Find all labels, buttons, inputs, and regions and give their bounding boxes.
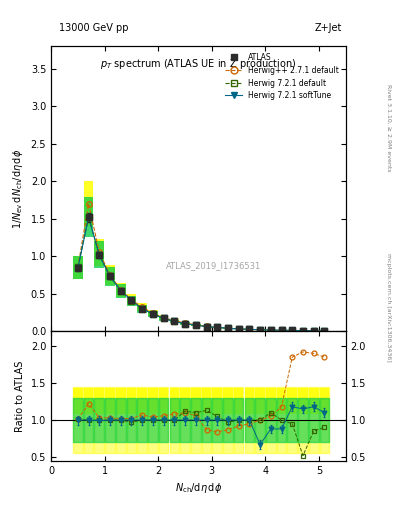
Text: ATLAS_2019_I1736531: ATLAS_2019_I1736531 [165, 262, 261, 270]
Bar [105, 388, 115, 414]
Bar [169, 319, 179, 323]
Bar [244, 329, 254, 330]
Y-axis label: Ratio to ATLAS: Ratio to ATLAS [15, 360, 25, 432]
Bar [138, 388, 147, 414]
Bar [148, 388, 158, 414]
Bar [202, 388, 211, 414]
Bar [298, 388, 308, 414]
Bar [223, 328, 233, 329]
Bar [84, 388, 94, 414]
Bar [169, 388, 179, 414]
Bar [223, 328, 233, 329]
Bar [94, 241, 104, 268]
Bar [138, 305, 147, 313]
Bar [223, 388, 233, 414]
Bar [73, 257, 83, 279]
Legend: ATLAS, Herwig++ 2.7.1 default, Herwig 7.2.1 default, Herwig 7.2.1 softTune: ATLAS, Herwig++ 2.7.1 default, Herwig 7.… [222, 50, 342, 103]
Bar [191, 324, 200, 326]
Bar [73, 388, 83, 414]
Bar [94, 388, 104, 414]
Bar [94, 239, 104, 266]
Bar [159, 388, 169, 414]
Text: mcplots.cern.ch [arXiv:1306.3436]: mcplots.cern.ch [arXiv:1306.3436] [386, 253, 391, 361]
Bar [180, 322, 190, 325]
Bar [191, 388, 200, 414]
Bar [105, 265, 115, 285]
Bar [277, 388, 286, 414]
Bar [180, 388, 190, 414]
Bar [138, 303, 147, 311]
Bar [84, 197, 94, 237]
Bar [320, 388, 329, 414]
Text: 13000 GeV pp: 13000 GeV pp [59, 23, 129, 33]
Bar [116, 283, 126, 297]
Bar [148, 311, 158, 317]
Bar [116, 388, 126, 414]
Bar [127, 296, 136, 307]
Bar [148, 310, 158, 316]
Bar [73, 257, 83, 279]
Bar [212, 327, 222, 328]
Bar [202, 326, 211, 328]
X-axis label: $N_{\mathrm{ch}}/\mathrm{d}\eta\,\mathrm{d}\phi$: $N_{\mathrm{ch}}/\mathrm{d}\eta\,\mathrm… [175, 481, 222, 495]
Bar [309, 388, 318, 414]
Bar [180, 323, 190, 325]
Bar [84, 181, 94, 226]
Bar [212, 327, 222, 328]
Text: Z+Jet: Z+Jet [314, 23, 342, 33]
Bar [255, 388, 265, 414]
Text: $p_T$ spectrum (ATLAS UE in Z production): $p_T$ spectrum (ATLAS UE in Z production… [100, 57, 297, 72]
Text: Rivet 3.1.10, ≥ 2.9M events: Rivet 3.1.10, ≥ 2.9M events [386, 84, 391, 172]
Bar [266, 388, 275, 414]
Bar [234, 388, 244, 414]
Bar [244, 329, 254, 330]
Bar [116, 284, 126, 298]
Y-axis label: $1/N_{\mathrm{ev}}\,\mathrm{d}N_{\mathrm{ch}}/\mathrm{d}\eta\,\mathrm{d}\phi$: $1/N_{\mathrm{ev}}\,\mathrm{d}N_{\mathrm… [11, 148, 25, 229]
Bar [105, 267, 115, 286]
Bar [244, 388, 254, 414]
Bar [159, 315, 169, 320]
Bar [202, 326, 211, 327]
Bar [159, 316, 169, 321]
Bar [169, 319, 179, 323]
Bar [287, 388, 297, 414]
Bar [212, 388, 222, 414]
Bar [191, 324, 200, 326]
Bar [127, 294, 136, 305]
Bar [127, 388, 136, 414]
